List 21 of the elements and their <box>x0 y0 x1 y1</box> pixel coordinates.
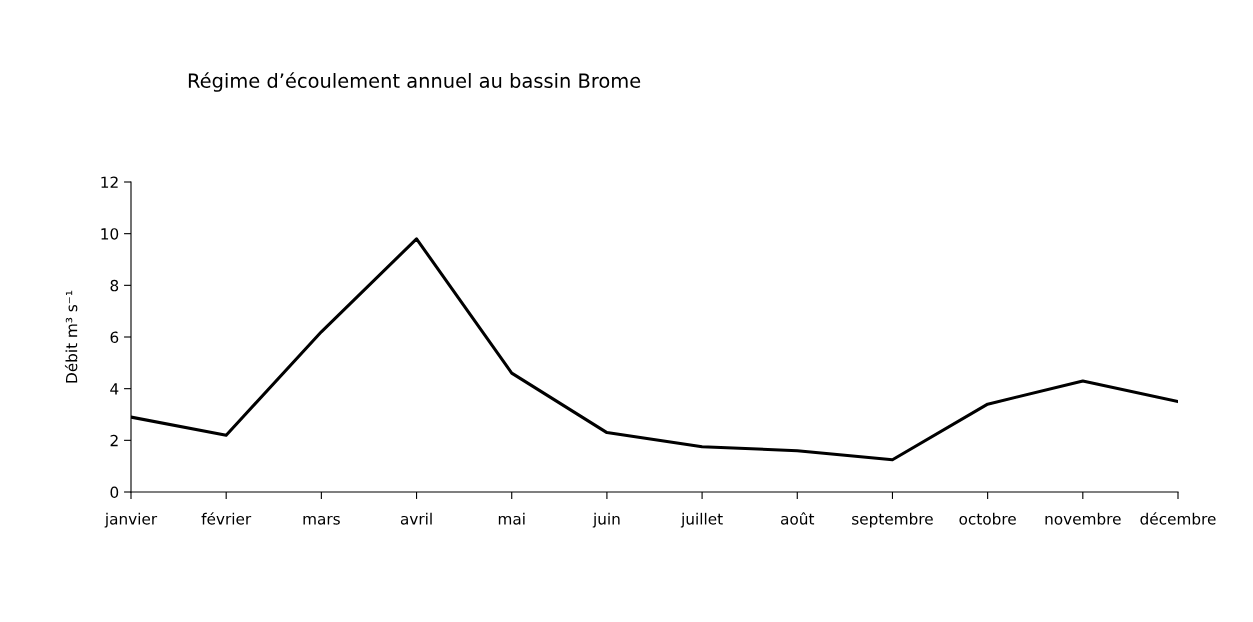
x-tick-label: mai <box>498 512 525 525</box>
x-tick-label: juillet <box>680 512 723 528</box>
chart-title: Régime d’écoulement annuel au bassin Brome <box>188 72 641 92</box>
y-tick-label: 6 <box>110 331 119 344</box>
y-tick-label: 12 <box>101 176 118 188</box>
x-tick-label: avril <box>400 512 432 525</box>
y-tick-label: 2 <box>110 434 118 447</box>
y-tick-label: 4 <box>110 383 119 395</box>
x-tick-label: septembre <box>852 512 933 528</box>
x-tick-label: décembre <box>1140 512 1216 525</box>
x-tick-label: août <box>781 512 815 525</box>
x-tick-label: juin <box>592 512 620 528</box>
x-tick-label: novembre <box>1045 512 1121 525</box>
y-axis-title: Débit m³ s⁻¹ <box>64 290 78 383</box>
x-tick-label: janvier <box>104 512 158 528</box>
y-tick-label: 0 <box>110 486 119 499</box>
x-tick-label: octobre <box>959 512 1016 525</box>
y-tick-label: 10 <box>101 228 119 240</box>
x-tick-label: mars <box>303 515 340 525</box>
y-tick-label: 8 <box>110 279 119 292</box>
x-tick-label: février <box>201 512 252 525</box>
